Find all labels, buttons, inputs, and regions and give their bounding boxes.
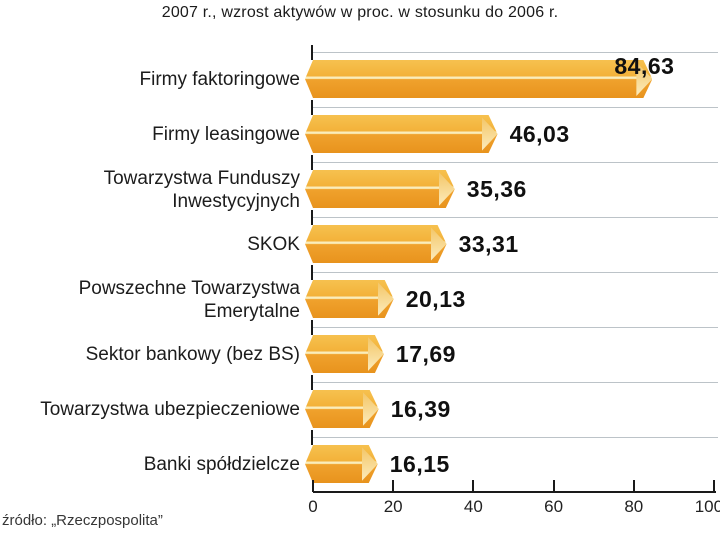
gridline [313, 162, 718, 163]
gridline [313, 382, 718, 383]
chart-title: 2007 r., wzrost aktywów w proc. w stosun… [161, 4, 559, 21]
x-axis-tick [392, 480, 395, 492]
bar [305, 280, 394, 318]
x-axis-tick-label: 60 [544, 497, 564, 516]
category-label-line: SKOK [247, 234, 300, 255]
category-label: Towarzystwa Funduszy Inwestycyjnych [0, 162, 300, 217]
row-boundary-tick [311, 375, 313, 390]
category-label-line: Inwestycyjnych [172, 190, 300, 212]
bar [305, 170, 455, 208]
category-label: Firmy faktoringowe [0, 52, 301, 107]
x-axis-tick-label: 100 [694, 497, 720, 516]
bar [305, 335, 384, 373]
x-axis-tick-label: 20 [383, 497, 403, 516]
gridline [313, 52, 718, 53]
category-label-line: Emerytalne [203, 300, 300, 322]
bar-tip-facet [439, 172, 455, 206]
category-label-line: Firmy faktoringowe [139, 69, 301, 90]
row-boundary-tick [311, 45, 313, 60]
x-axis-line [313, 491, 716, 493]
value-label: 20,13 [405, 286, 466, 312]
bar [305, 390, 379, 428]
bar [305, 225, 447, 263]
value-label: 17,69 [395, 341, 456, 367]
bar-tip-facet [368, 337, 384, 371]
value-label: 84,63 [614, 53, 675, 79]
category-label-line: Firmy leasingowe [152, 124, 300, 145]
x-axis-tick [713, 480, 715, 492]
category-label-line: Banki spółdzielcze [143, 454, 300, 475]
x-axis-tick-label: 40 [463, 497, 483, 516]
source-credit: źródło: „Rzeczpospolita” [2, 512, 163, 529]
gridline [313, 437, 718, 438]
value-label: 35,36 [466, 176, 527, 202]
gridline [313, 107, 718, 108]
x-axis-tick [552, 480, 555, 492]
bar-tip-facet [378, 282, 394, 316]
category-label: Towarzystwa ubezpieczeniowe [0, 382, 300, 437]
category-label-line: Towarzystwa ubezpieczeniowe [40, 399, 300, 420]
x-axis-tick-label: 0 [308, 497, 318, 516]
gridline [313, 272, 718, 273]
x-axis-tick [472, 480, 475, 492]
category-label: Firmy leasingowe [0, 107, 300, 162]
bar [305, 445, 378, 483]
category-label: Powszechne Towarzystwa Emerytalne [0, 272, 300, 327]
gridline [313, 327, 718, 328]
x-axis-tick [632, 480, 635, 492]
bar-tip-facet [482, 117, 498, 151]
value-label: 16,15 [389, 451, 450, 477]
value-label: 16,39 [390, 396, 451, 422]
value-label: 33,31 [458, 231, 519, 257]
bar-tip-facet [431, 227, 447, 261]
row-boundary-tick [311, 100, 313, 115]
row-boundary-tick [311, 320, 313, 335]
category-label-line: Towarzystwa Funduszy [103, 167, 300, 189]
category-label-line: Sektor bankowy (bez BS) [85, 344, 300, 365]
row-boundary-tick [311, 265, 313, 280]
x-axis-tick-label: 80 [624, 497, 644, 516]
gridline [313, 217, 718, 218]
row-boundary-tick [311, 155, 313, 170]
bar-tip-facet [363, 392, 379, 426]
category-label: Sektor bankowy (bez BS) [0, 327, 300, 382]
category-label-line: Powszechne Towarzystwa [78, 277, 300, 299]
value-label: 46,03 [509, 121, 570, 147]
category-label: SKOK [0, 217, 300, 272]
bar [305, 115, 498, 153]
bar-tip-facet [362, 447, 378, 481]
category-label: Banki spółdzielcze [0, 437, 300, 492]
row-boundary-tick [311, 210, 313, 225]
bar [305, 60, 652, 98]
row-boundary-tick [311, 430, 313, 445]
x-axis-tick [312, 480, 314, 492]
